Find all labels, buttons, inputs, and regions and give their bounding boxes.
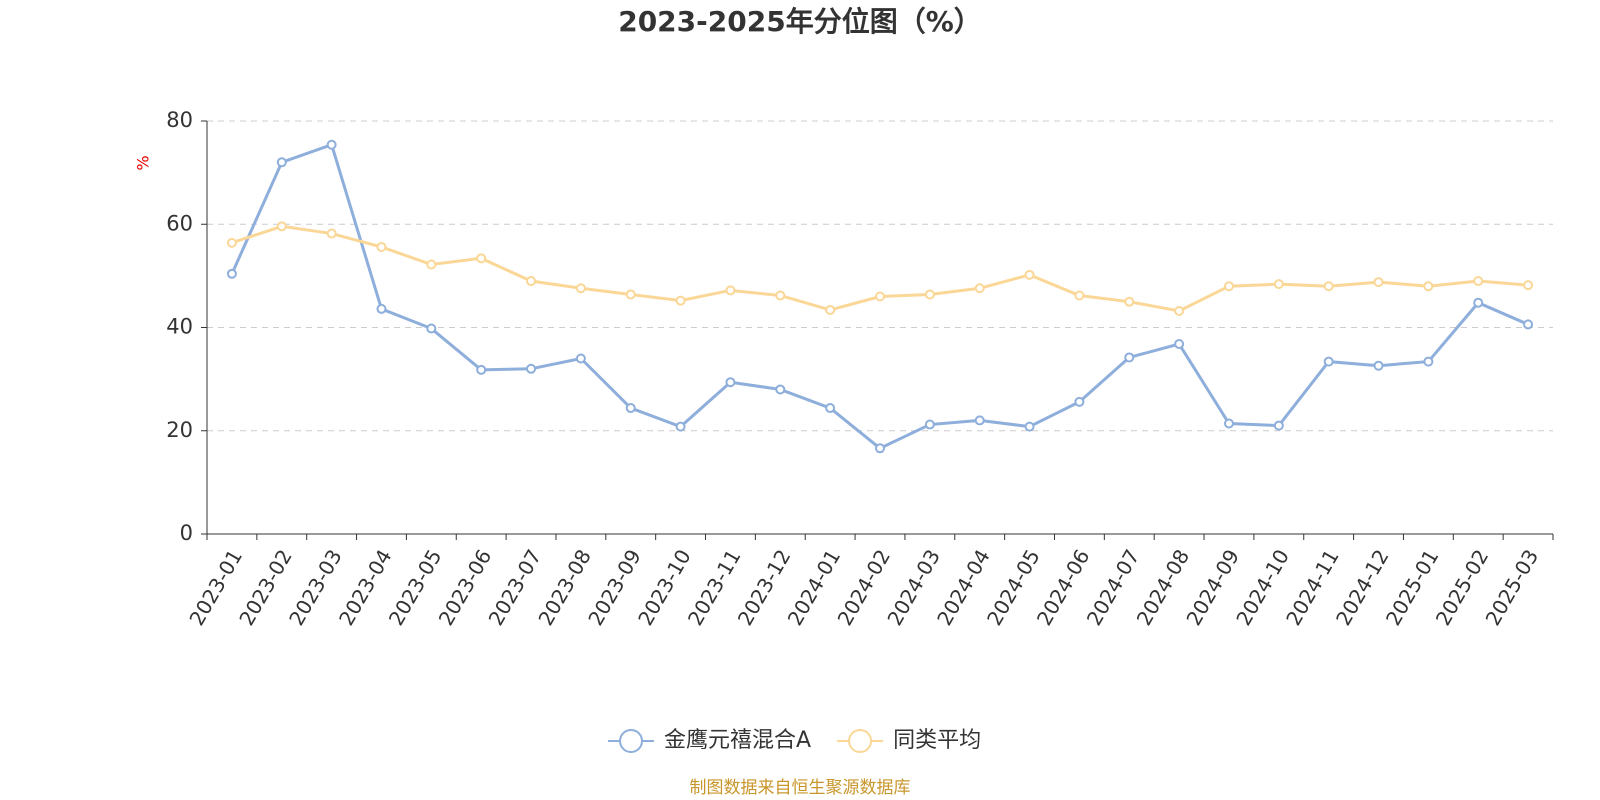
- point: [1124, 352, 1135, 363]
- point: [1473, 276, 1484, 287]
- point: [326, 228, 337, 239]
- point: [775, 290, 786, 301]
- point: [1074, 290, 1085, 301]
- point: [1473, 297, 1484, 308]
- point: [1523, 319, 1534, 330]
- point: [725, 285, 736, 296]
- source-note: 制图数据来自恒生聚源数据库: [690, 778, 911, 798]
- y-tick-label: 0: [180, 521, 193, 545]
- legend-marker: [848, 729, 873, 753]
- point: [675, 421, 686, 432]
- point: [376, 303, 387, 314]
- point: [1373, 360, 1384, 371]
- point: [1273, 279, 1284, 290]
- point: [825, 403, 836, 414]
- point: [526, 276, 537, 287]
- point: [276, 157, 287, 168]
- point: [575, 283, 586, 294]
- legend-marker: [619, 729, 643, 753]
- point: [675, 295, 686, 306]
- point: [625, 403, 636, 414]
- point: [426, 323, 437, 334]
- point: [1174, 305, 1185, 316]
- point: [924, 289, 935, 300]
- y-tick-label: 20: [166, 418, 193, 442]
- point: [276, 221, 287, 232]
- legend-label[interactable]: 同类平均: [893, 728, 981, 753]
- point: [1523, 280, 1534, 291]
- point: [575, 353, 586, 364]
- point: [1273, 420, 1284, 431]
- y-axis-label: %: [134, 155, 153, 170]
- legend-label[interactable]: 金鹰元禧混合A: [664, 728, 811, 753]
- y-tick-label: 40: [166, 315, 193, 339]
- chart-title: 2023-2025年分位图（%）: [618, 5, 982, 38]
- point: [775, 384, 786, 395]
- y-tick-label: 60: [166, 211, 193, 235]
- point: [974, 283, 985, 294]
- point: [376, 241, 387, 252]
- point: [974, 415, 985, 426]
- point: [1373, 277, 1384, 288]
- point: [226, 268, 237, 279]
- point: [924, 419, 935, 430]
- point: [1323, 281, 1334, 292]
- point: [1223, 418, 1234, 429]
- point: [725, 377, 736, 388]
- point: [825, 304, 836, 315]
- point: [226, 237, 237, 248]
- point: [1223, 281, 1234, 292]
- point: [625, 289, 636, 300]
- point: [526, 363, 537, 374]
- point: [875, 443, 885, 454]
- point: [476, 364, 487, 375]
- y-tick-label: 80: [166, 108, 193, 132]
- point: [1024, 421, 1035, 432]
- point: [426, 259, 437, 270]
- point: [1174, 339, 1185, 350]
- point: [1024, 269, 1035, 280]
- point: [1323, 356, 1334, 367]
- point: [1423, 281, 1434, 292]
- point: [326, 139, 337, 150]
- point: [1423, 356, 1434, 367]
- point: [1074, 396, 1085, 407]
- point: [875, 291, 885, 302]
- point: [1124, 296, 1135, 307]
- point: [476, 253, 487, 264]
